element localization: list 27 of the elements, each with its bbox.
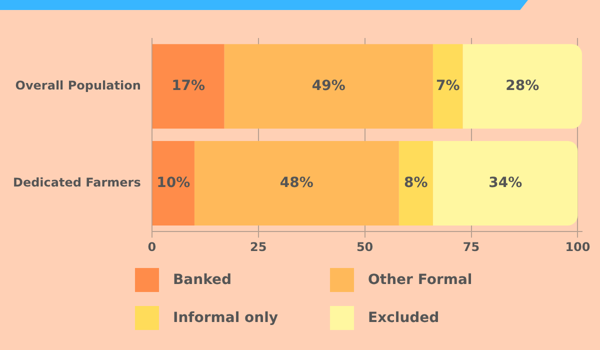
data-label: 34% (488, 174, 522, 191)
x-tick-label: 100 (565, 240, 590, 254)
bar (194, 140, 399, 226)
data-label: 8% (404, 174, 428, 191)
x-tick-label: 25 (250, 240, 267, 254)
data-label: 49% (312, 78, 346, 94)
legend-label: Excluded (368, 310, 440, 326)
data-label: 10% (156, 174, 190, 191)
legend-label: Other Formal (368, 272, 472, 288)
x-tick-label: 0 (148, 240, 156, 254)
data-label: 7% (436, 78, 460, 94)
bar (432, 140, 578, 226)
x-tick-label: 75 (462, 240, 480, 254)
data-label: 28% (506, 78, 540, 94)
bar (462, 44, 582, 129)
data-label: 17% (172, 78, 206, 94)
legend-label: Banked (173, 272, 232, 288)
bar (152, 44, 224, 129)
y-tick-label: Dedicated Farmers (12, 175, 141, 190)
legend-label: Informal only (173, 310, 278, 326)
x-tick-label: 50 (356, 240, 374, 254)
bar (432, 44, 463, 129)
bar (398, 140, 433, 226)
y-tick-label: Overall Population (15, 78, 141, 93)
bar (224, 44, 433, 129)
bar (152, 140, 194, 226)
data-label: 48% (280, 174, 314, 191)
